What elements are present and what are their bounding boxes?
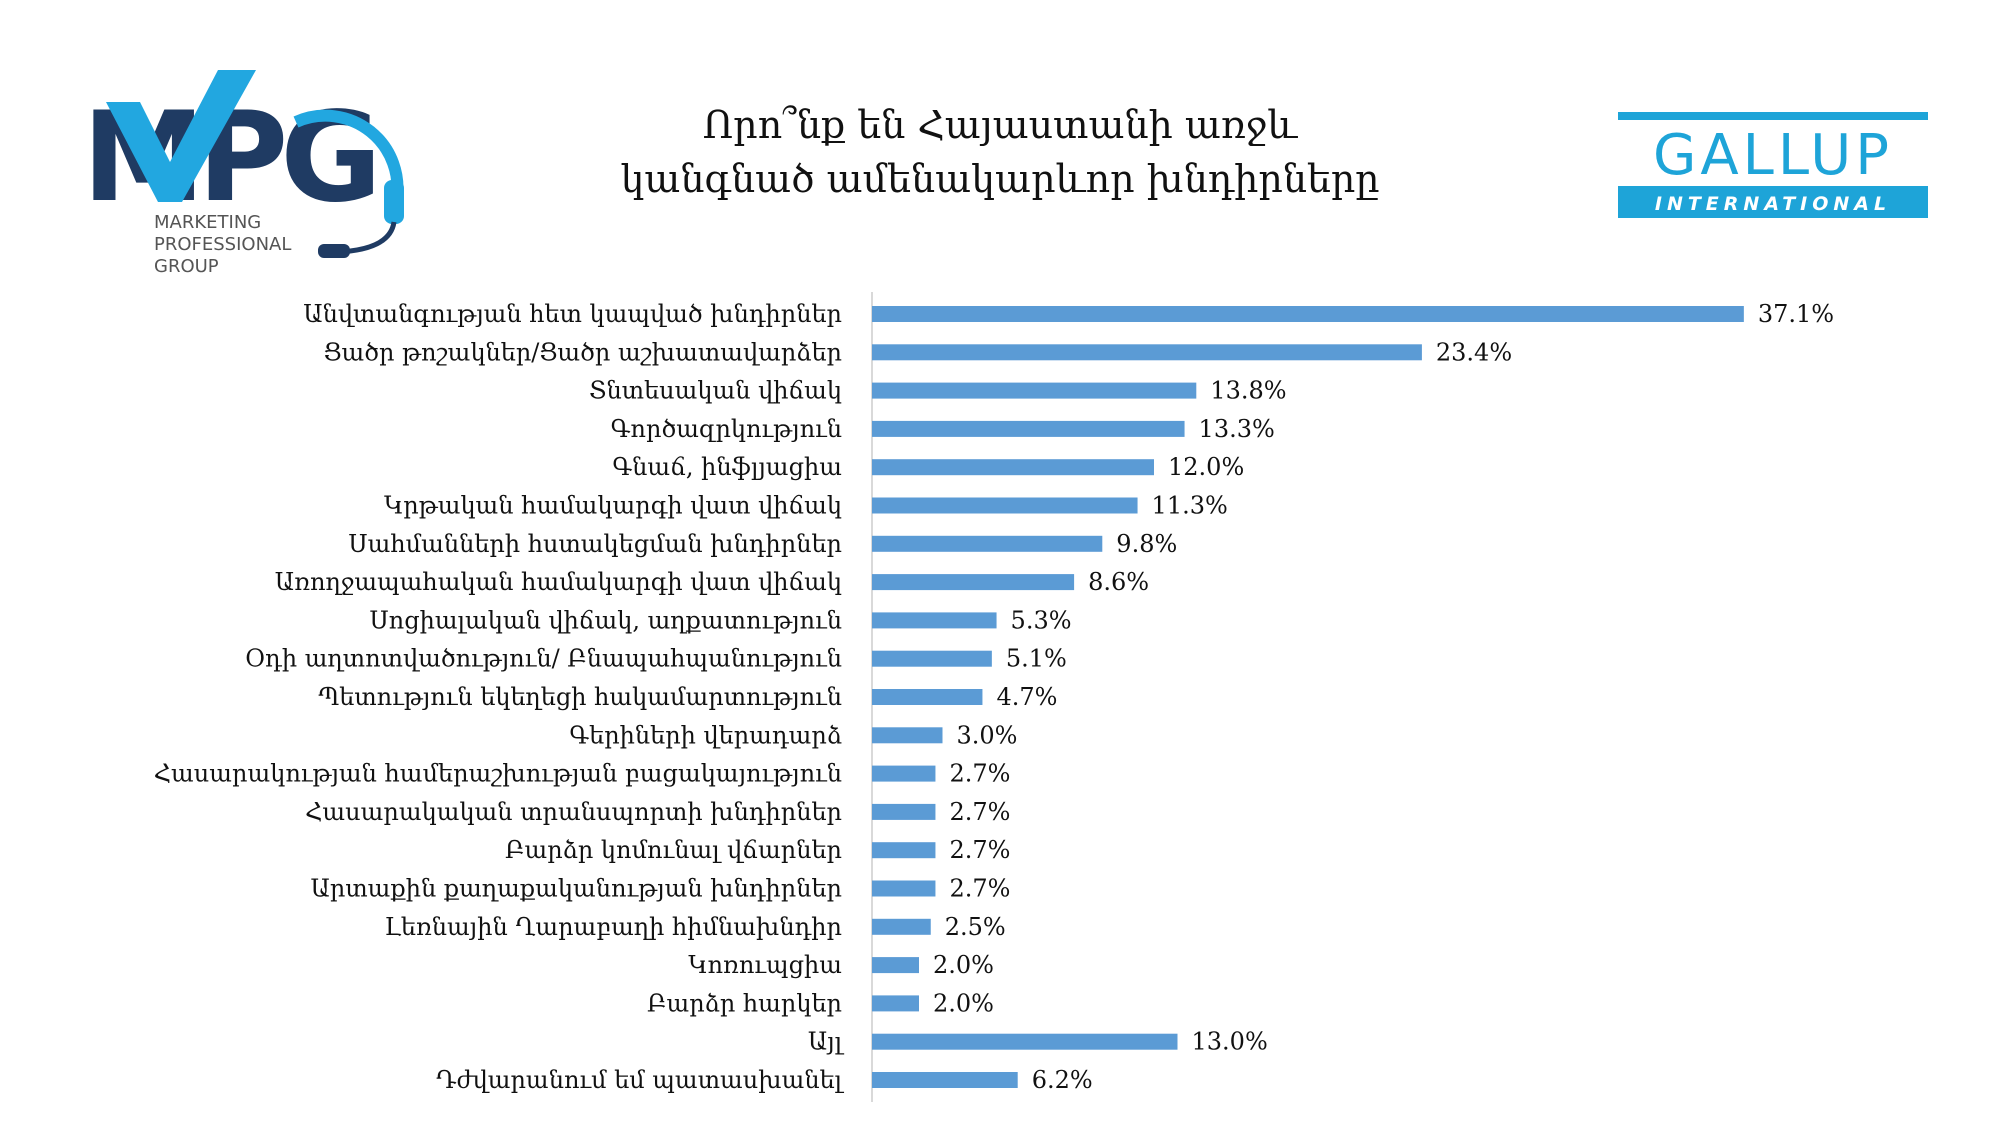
bar xyxy=(872,880,936,897)
category-label: Օդի աղտոտվածություն/ Բնապահպանություն xyxy=(245,645,842,673)
mpg-logo: MPG MARKETING PROFESSIONAL GROUP xyxy=(82,70,404,277)
category-label: Սահմանների հստակեցման խնդիրներ xyxy=(348,530,842,558)
data-label: 2.0% xyxy=(933,989,994,1017)
bar xyxy=(872,459,1154,476)
bar xyxy=(872,995,919,1012)
category-label: Արտաքին քաղաքականության խնդիրներ xyxy=(310,875,842,903)
bar xyxy=(872,727,943,744)
data-label: 5.1% xyxy=(1006,645,1067,673)
data-label: 8.6% xyxy=(1088,568,1149,596)
mpg-check-mark xyxy=(106,70,256,202)
data-label: 2.7% xyxy=(949,760,1010,788)
bar xyxy=(872,497,1138,514)
data-label: 2.7% xyxy=(949,875,1010,903)
bar xyxy=(872,344,1422,361)
category-label: Լեռնային Ղարաբաղի հիմնախնդիր xyxy=(385,913,842,941)
bar xyxy=(872,420,1185,437)
bar xyxy=(872,918,931,935)
data-label: 6.2% xyxy=(1032,1066,1093,1094)
title-line-1: Որո՞նք են Հայաստանի առջև xyxy=(702,103,1298,147)
bar xyxy=(872,535,1103,552)
category-label: Այլ xyxy=(808,1028,845,1056)
category-label: Կրթական համակարգի վատ վիճակ xyxy=(384,492,842,520)
mpg-tagline-2: PROFESSIONAL xyxy=(154,234,291,255)
data-label: 13.3% xyxy=(1199,415,1275,443)
data-label: 23.4% xyxy=(1436,338,1512,366)
category-label: Դժվարանում եմ պատասխանել xyxy=(436,1066,845,1094)
bar xyxy=(872,765,936,782)
bar xyxy=(872,574,1075,591)
data-label: 2.0% xyxy=(933,951,994,979)
data-label: 11.3% xyxy=(1152,492,1228,520)
gallup-subname: INTERNATIONAL xyxy=(1655,193,1891,215)
gallup-name: GALLUP xyxy=(1653,123,1893,188)
category-label: Ցածր թոշակներ/Ցածր աշխատավարձեր xyxy=(324,338,843,366)
category-label: Հասարակության համերաշխության բացակայությ… xyxy=(154,760,842,788)
chart-title: Որո՞նք են Հայաստանի առջև կանգնած ամենակա… xyxy=(560,98,1440,206)
bar xyxy=(872,382,1197,399)
mpg-tagline-1: MARKETING xyxy=(154,212,261,233)
bar xyxy=(872,1072,1018,1088)
gallup-logo: GALLUP INTERNATIONAL xyxy=(1618,112,1928,218)
data-label: 13.0% xyxy=(1192,1028,1268,1056)
bar xyxy=(872,612,997,629)
data-label: 2.7% xyxy=(949,836,1010,864)
category-label: Անվտանգության հետ կապված խնդիրներ xyxy=(303,300,842,328)
data-label: 37.1% xyxy=(1758,300,1834,328)
data-label: 2.5% xyxy=(945,913,1006,941)
mpg-tagline-3: GROUP xyxy=(154,256,219,277)
category-label: Տնտեսական վիճակ xyxy=(589,377,842,405)
category-label: Առողջապահական համակարգի վատ վիճակ xyxy=(275,568,842,596)
bar xyxy=(872,842,936,859)
category-label: Գերիների վերադարձ xyxy=(569,721,842,749)
category-label: Գնաճ, ինֆլյացիա xyxy=(612,453,842,481)
bar xyxy=(872,1033,1178,1050)
category-label: Սոցիալական վիճակ, աղքատություն xyxy=(370,606,843,634)
title-line-2: կանգնած ամենակարևոր խնդիրները xyxy=(620,157,1380,201)
category-label: Հասարակական տրանսպորտի խնդիրներ xyxy=(305,798,842,826)
data-label: 12.0% xyxy=(1168,453,1244,481)
data-label: 2.7% xyxy=(949,798,1010,826)
bar xyxy=(872,650,992,667)
bar xyxy=(872,803,936,820)
data-label: 4.7% xyxy=(996,683,1057,711)
data-label: 3.0% xyxy=(957,721,1018,749)
category-label: Բարձր կոմունալ վճարներ xyxy=(505,836,842,864)
data-label: 5.3% xyxy=(1011,606,1072,634)
bar xyxy=(872,957,919,974)
data-label: 9.8% xyxy=(1116,530,1177,558)
bar xyxy=(872,306,1744,322)
data-label: 13.8% xyxy=(1210,377,1286,405)
bar xyxy=(872,689,983,705)
category-label: Գործազրկություն xyxy=(611,415,842,443)
category-label: Պետություն եկեղեցի հակամարտություն xyxy=(318,683,842,711)
category-label: Բարձր հարկեր xyxy=(647,989,842,1017)
category-label: Կոռուպցիա xyxy=(688,951,842,979)
